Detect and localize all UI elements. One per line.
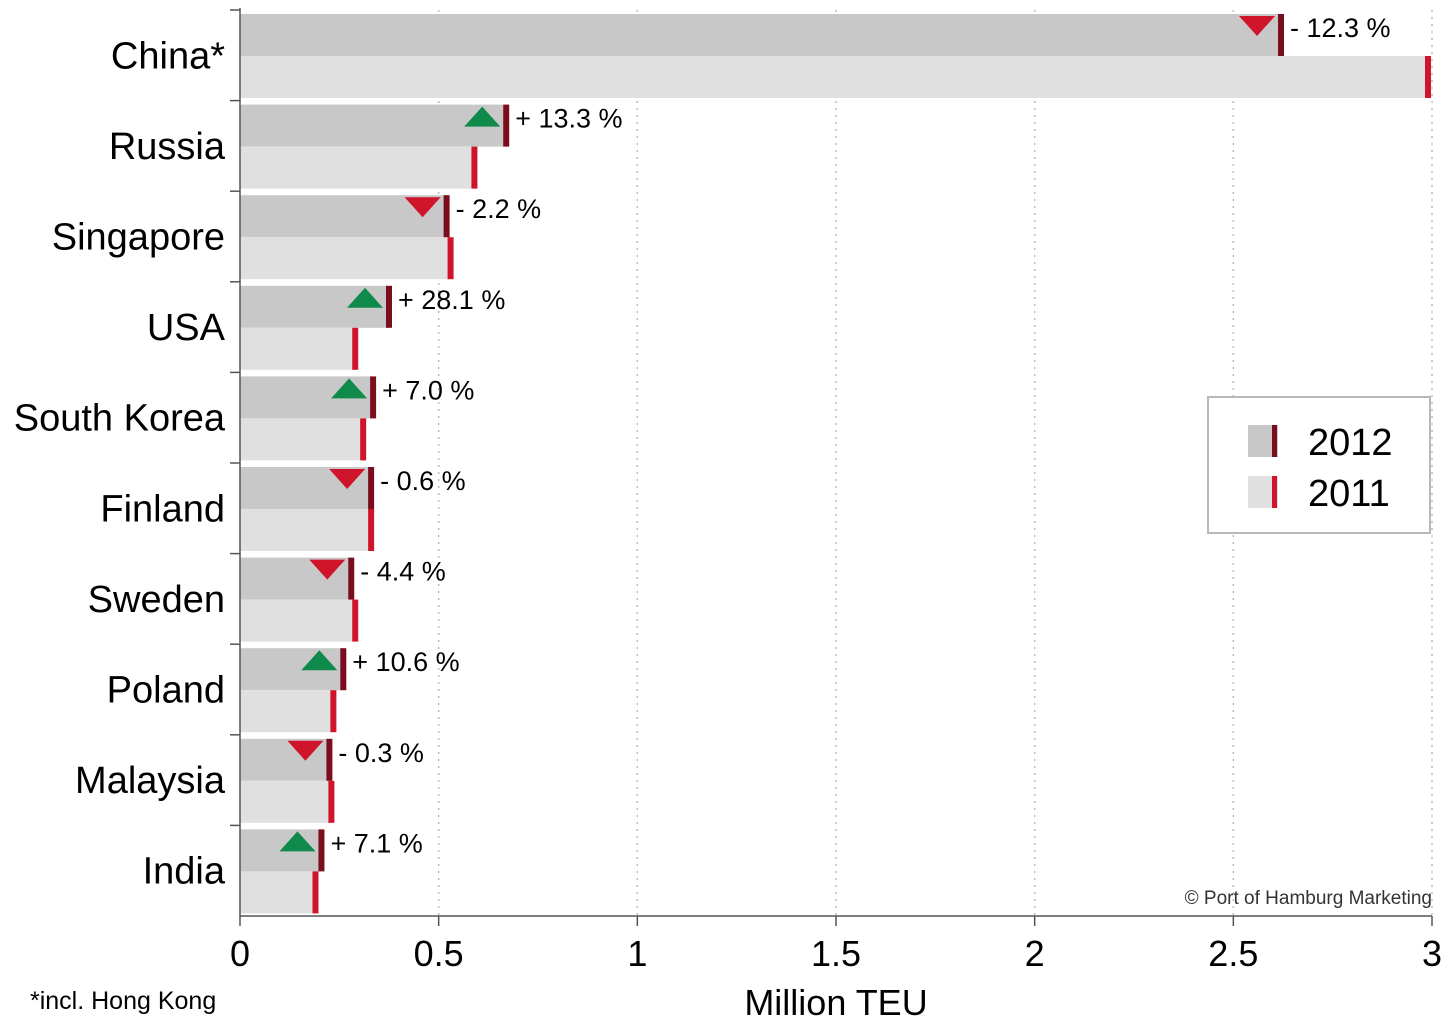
marker-2012-5 [368,467,375,509]
up-arrow-icon-1 [464,106,501,127]
down-arrow-icon-8 [287,740,324,761]
bar-2011-9 [240,871,316,914]
marker-2012-7 [340,648,347,691]
bar-2011-2 [240,237,451,280]
change-label-6: - 4.4 % [360,557,446,587]
marker-2012-0 [1278,14,1285,56]
marker-2011-7 [330,690,337,733]
legend-label-2012: 2012 [1308,422,1393,464]
bar-2011-3 [240,327,356,370]
bar-2012-0 [240,14,1282,56]
x-tick-label-1: 0.5 [414,933,464,974]
marker-2012-3 [386,285,392,328]
category-label-2: Singapore [52,217,225,259]
bar-2011-8 [240,780,332,823]
credit-text: © Port of Hamburg Marketing [1185,888,1432,909]
bar-2011-0 [240,56,1429,98]
x-axis-title: Million TEU [744,982,927,1020]
down-arrow-icon-0 [1239,16,1276,36]
category-labels: China* Russia Singapore USA South Korea Finla… [14,35,226,892]
bar-2012-1 [240,104,507,147]
marker-2012-1 [503,104,510,147]
footnote: *incl. Hong Kong [30,987,216,1015]
legend-label-2011: 2011 [1308,473,1390,515]
change-label-8: - 0.3 % [338,738,424,768]
x-tick-label-0: 0 [230,933,250,974]
marker-2012-4 [370,376,377,419]
down-arrow-icon-2 [404,197,441,218]
category-label-4: South Korea [14,398,226,440]
legend-marker-2012 [1272,425,1277,457]
bar-2011-5 [240,509,372,551]
bar-2011-6 [240,599,356,642]
marker-2011-3 [352,327,359,370]
marker-2012-2 [443,195,450,238]
change-label-2: - 2.2 % [456,194,542,224]
marker-2011-9 [312,871,319,914]
up-arrow-icon-3 [347,287,383,308]
change-label-9: + 7.1 % [330,828,422,858]
marker-2011-1 [471,146,478,189]
legend-marker-2011 [1272,476,1277,508]
bar-2011-7 [240,690,334,733]
marker-2011-0 [1425,56,1432,98]
marker-2011-8 [328,780,335,823]
up-arrow-icon-7 [301,650,338,671]
marker-2011-2 [447,237,454,280]
down-arrow-icon-6 [309,559,346,580]
down-arrow-icon-5 [329,469,366,489]
category-label-7: Poland [107,670,225,712]
change-label-7: + 10.6 % [352,647,459,677]
marker-2011-6 [352,599,359,642]
category-label-9: India [143,851,226,893]
bar-2011-1 [240,146,475,189]
bar-2011-4 [240,418,364,461]
x-tick-label-3: 1.5 [811,933,861,974]
category-label-8: Malaysia [75,760,226,802]
x-tick-label-2: 1 [627,933,647,974]
marker-2012-9 [318,829,325,872]
x-tick-label-4: 2 [1025,933,1045,974]
change-label-4: + 7.0 % [382,375,474,405]
legend: 2012 2011 [1207,396,1431,534]
marker-2011-4 [360,418,367,461]
change-label-1: + 13.3 % [515,104,622,134]
up-arrow-icon-9 [279,831,316,852]
marker-2012-6 [348,557,355,600]
marker-2011-5 [368,509,375,551]
axes: 0 0.5 1 1.5 2 2.5 3 [230,8,1442,974]
up-arrow-icon-4 [331,378,368,399]
x-tick-label-6: 3 [1422,933,1442,974]
change-label-3: + 28.1 % [398,285,505,315]
x-tick-label-5: 2.5 [1208,933,1258,974]
change-label-5: - 0.6 % [380,466,466,496]
bars-group: - 12.3 % + 13.3 % - 2.2 % + 28.1 % + 7.0 % - … [240,13,1432,914]
category-label-3: USA [147,307,226,349]
marker-2012-8 [326,738,333,781]
change-label-0: - 12.3 % [1290,13,1391,43]
category-label-6: Sweden [88,579,225,621]
category-label-0: China* [111,35,225,77]
legend-box [1207,396,1431,534]
category-label-1: Russia [109,126,226,168]
category-label-5: Finland [100,488,225,530]
